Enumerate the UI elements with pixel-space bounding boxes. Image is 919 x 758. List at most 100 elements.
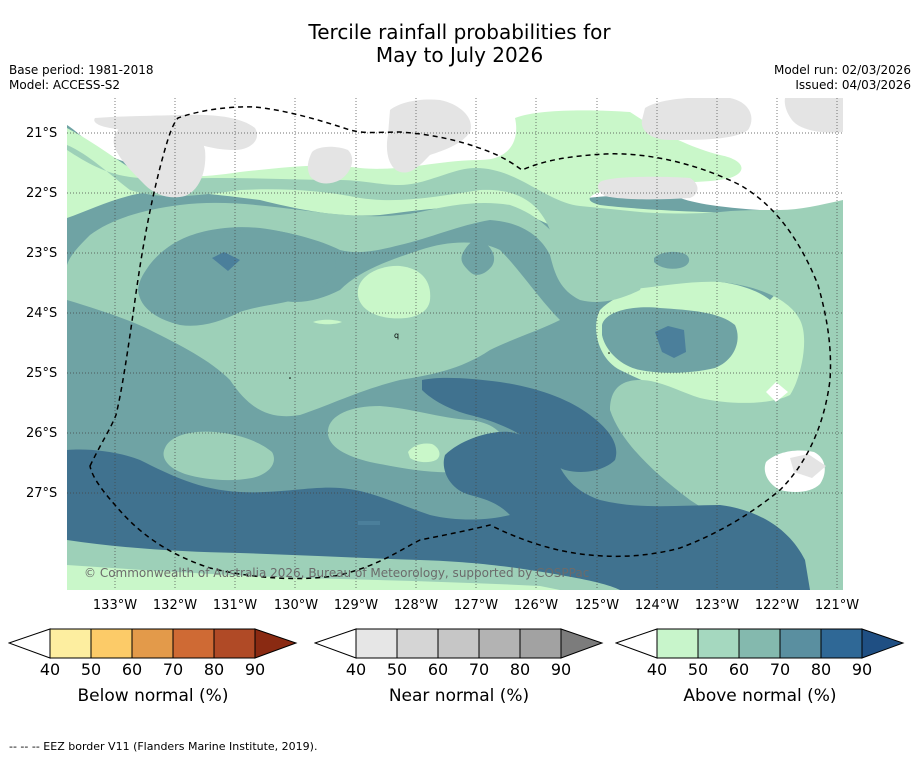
above-tick-40: 40: [646, 660, 668, 679]
above-70-80-patch-east: [655, 326, 686, 358]
colorbar-segment: [861, 628, 905, 659]
colorbar-segment: [615, 628, 658, 659]
gridlines: [67, 98, 843, 590]
issued-text: Issued: 04/03/2026: [795, 78, 911, 92]
colorbar-segment: [213, 628, 256, 659]
eez-footer-note: -- -- -- EEZ border V11 (Flanders Marine…: [9, 740, 318, 753]
below-tick-60: 60: [121, 660, 143, 679]
lon-label-133w: 133°W: [92, 598, 138, 613]
below-tick-70: 70: [162, 660, 184, 679]
colorbar-segment: [8, 628, 51, 659]
near-tick-50: 50: [386, 660, 408, 679]
above-60-70-patch-mid: [461, 239, 495, 275]
above-tick-90: 90: [851, 660, 873, 679]
lat-label-25s: 25°S: [26, 366, 58, 381]
near-tick-60: 60: [427, 660, 449, 679]
above-tick-60: 60: [728, 660, 750, 679]
above-40-50-bottom-strip-light: [67, 565, 560, 590]
lon-label-125w: 125°W: [574, 598, 620, 613]
colorbar-segment: [519, 628, 562, 659]
lat-label-24s: 24°S: [26, 306, 58, 321]
colorbar-segment: [90, 628, 133, 659]
below-tick-90: 90: [244, 660, 266, 679]
colorbar-above-segments: [615, 628, 905, 659]
lon-label-129w: 129°W: [333, 598, 379, 613]
island-marker: [608, 352, 610, 354]
lat-label-26s: 26°S: [26, 426, 58, 441]
model-text: Model: ACCESS-S2: [9, 78, 121, 92]
base-period-text: Base period: 1981-2018: [9, 63, 154, 77]
colorbar-segment: [437, 628, 480, 659]
island-marker: [289, 377, 291, 379]
above-60-70-patch-west: [138, 229, 336, 326]
lat-label-23s: 23°S: [26, 246, 58, 261]
colorbar-segment: [314, 628, 357, 659]
near-normal-patch-7: [597, 176, 698, 200]
below-tick-50: 50: [80, 660, 102, 679]
above-40-50-patch-center: [357, 265, 431, 319]
model-run-text: Model run: 02/03/2026: [773, 63, 911, 77]
lon-label-130w: 130°W: [273, 598, 319, 613]
probability-map: q: [67, 98, 843, 590]
lon-label-131w: 131°W: [212, 598, 258, 613]
near-normal-patch-5: [641, 98, 752, 140]
eez-border: [89, 106, 832, 580]
right-metadata: Model run: 02/03/2026 Issued: 04/03/2026: [774, 63, 911, 93]
above-50-60-region: [67, 145, 843, 590]
colorbar-segment: [738, 628, 781, 659]
above-70-80-deep-band: [67, 431, 810, 590]
colorbar-segment: [254, 628, 298, 659]
colorbar-above-normal: [615, 628, 905, 659]
colorbar-segment: [779, 628, 822, 659]
above-40-50-patch-small: [313, 319, 342, 325]
colorbar-segment: [697, 628, 740, 659]
lon-label-121w: 121°W: [814, 598, 860, 613]
colorbar-segment: [656, 628, 699, 659]
lon-label-124w: 124°W: [634, 598, 680, 613]
lon-label-132w: 132°W: [152, 598, 198, 613]
copyright-text: © Commonwealth of Australia 2026, Bureau…: [84, 566, 590, 580]
lat-label-22s: 22°S: [26, 186, 58, 201]
above-tick-50: 50: [687, 660, 709, 679]
map-title-line1: Tercile rainfall probabilities for: [308, 20, 611, 44]
colorbar-segment: [355, 628, 398, 659]
near-normal-patch-2: [94, 114, 258, 150]
lon-label-123w: 123°W: [694, 598, 740, 613]
above-tick-80: 80: [810, 660, 832, 679]
below-tick-80: 80: [203, 660, 225, 679]
above-40-50-patch-south-center: [408, 443, 440, 463]
colorbar-segment: [820, 628, 863, 659]
colorbar-near-normal: [314, 628, 604, 659]
above-50-60-patch-southwest: [163, 431, 274, 481]
above-60-70-patch-right-top: [654, 251, 690, 269]
above-normal-title: Above normal (%): [683, 686, 837, 706]
colorbar-below-normal: [8, 628, 298, 659]
near-normal-patch-4: [386, 99, 471, 173]
near-tick-40: 40: [345, 660, 367, 679]
near-tick-70: 70: [468, 660, 490, 679]
stray-label: q: [394, 331, 399, 340]
above-70-80-patch-west: [212, 252, 240, 271]
above-tick-70: 70: [769, 660, 791, 679]
map-title-line2: May to July 2026: [375, 43, 544, 67]
below-normal-title: Below normal (%): [77, 686, 229, 706]
left-metadata: Base period: 1981-2018 Model: ACCESS-S2: [9, 63, 154, 93]
near-normal-patch-3: [307, 146, 353, 184]
lon-label-122w: 122°W: [754, 598, 800, 613]
near-tick-90: 90: [550, 660, 572, 679]
colorbar-segment: [49, 628, 92, 659]
lon-label-128w: 128°W: [393, 598, 439, 613]
colorbar-segment: [478, 628, 521, 659]
below-tick-40: 40: [39, 660, 61, 679]
above-70-80-sliver: [358, 521, 380, 525]
lat-label-27s: 27°S: [26, 486, 58, 501]
near-normal-patch-6: [784, 98, 843, 133]
near-tick-80: 80: [509, 660, 531, 679]
colorbar-near-segments: [314, 628, 604, 659]
above-50-60-patch-west: [67, 202, 643, 417]
lon-label-126w: 126°W: [513, 598, 559, 613]
colorbar-below-segments: [8, 628, 298, 659]
colorbar-segment: [396, 628, 439, 659]
colorbar-segment: [131, 628, 174, 659]
lat-label-21s: 21°S: [26, 126, 58, 141]
